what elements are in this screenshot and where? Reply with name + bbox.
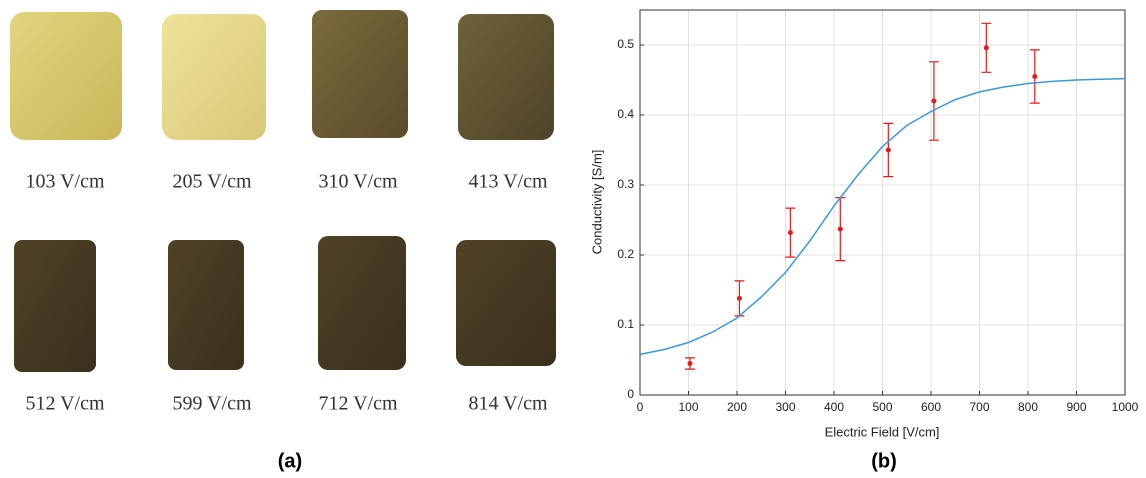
sample-label: 512 V/cm: [25, 393, 105, 415]
sample-photo: [168, 240, 244, 370]
x-axis-label: Electric Field [V/cm]: [825, 424, 940, 439]
sample-photo: [318, 236, 406, 370]
sample-photo: [162, 14, 266, 140]
panel-caption: (a): [278, 450, 302, 472]
y-axis-label: Conductivity [S/m]: [589, 150, 604, 255]
x-tick-label: 100: [678, 400, 698, 414]
y-tick-label: 0.3: [617, 177, 634, 191]
sample-label: 310 V/cm: [318, 171, 398, 193]
data-point: [788, 230, 793, 235]
sample-label: 205 V/cm: [172, 171, 252, 193]
panel-caption: (b): [871, 450, 897, 472]
sample-label: 712 V/cm: [318, 393, 398, 415]
data-point: [737, 296, 742, 301]
data-point: [984, 45, 989, 50]
sample-label: 103 V/cm: [25, 171, 105, 193]
data-point: [687, 361, 692, 366]
sample-photo: [312, 10, 408, 138]
x-tick-label: 0: [637, 400, 644, 414]
x-tick-label: 500: [872, 400, 892, 414]
figure: (a) (b) Electric Field [V/cm] Conductivi…: [0, 0, 1146, 478]
page: {"panel_a": {"labels": ["103 V/cm", "205…: [0, 0, 1146, 478]
sample-label: 599 V/cm: [172, 393, 252, 415]
data-point: [931, 99, 936, 104]
y-tick-label: 0: [627, 387, 634, 401]
x-tick-label: 400: [824, 400, 844, 414]
sample-photo: [456, 240, 556, 366]
data-point: [886, 148, 891, 153]
sample-label: 413 V/cm: [468, 171, 548, 193]
y-tick-label: 0.4: [617, 107, 634, 121]
x-tick-label: 600: [921, 400, 941, 414]
sample-photo: [14, 240, 96, 372]
y-tick-label: 0.2: [617, 247, 634, 261]
x-tick-label: 1000: [1112, 400, 1139, 414]
sample-photo: [10, 12, 122, 140]
sample-label: 814 V/cm: [468, 393, 548, 415]
sample-photo: [458, 14, 554, 140]
x-tick-label: 200: [727, 400, 747, 414]
y-tick-label: 0.5: [617, 37, 634, 51]
x-tick-label: 900: [1066, 400, 1086, 414]
y-tick-label: 0.1: [617, 317, 634, 331]
x-tick-label: 300: [775, 400, 795, 414]
data-point: [1032, 74, 1037, 79]
x-tick-label: 700: [969, 400, 989, 414]
data-point: [838, 227, 843, 232]
x-tick-label: 800: [1018, 400, 1038, 414]
